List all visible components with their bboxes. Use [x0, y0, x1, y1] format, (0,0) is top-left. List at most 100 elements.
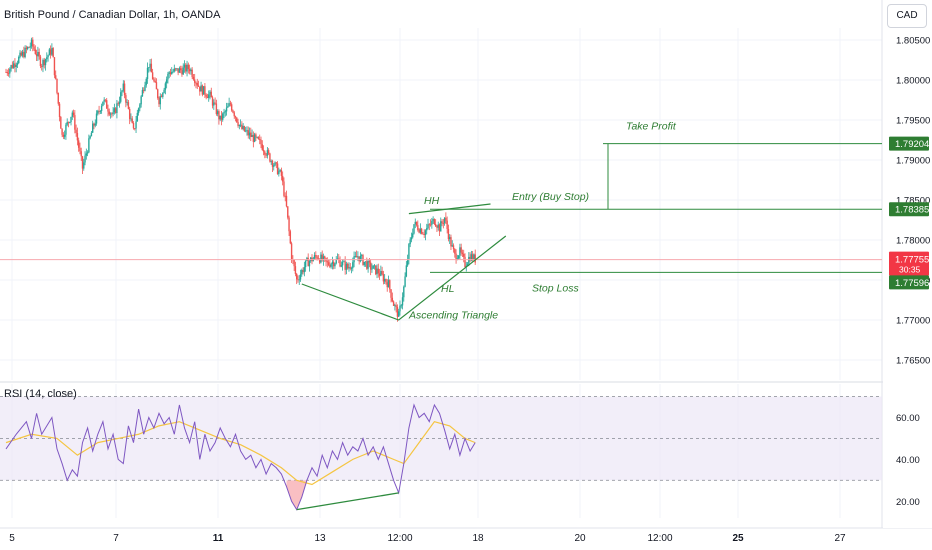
candle-body: [114, 108, 117, 113]
entry-price-tag: 1.78385: [895, 205, 929, 216]
candle-body: [187, 64, 190, 70]
candle-body: [429, 224, 432, 226]
candle-body: [471, 254, 474, 260]
time-tick-label: 12:00: [387, 533, 412, 544]
time-tick-label: 12:00: [647, 533, 672, 544]
candle-body: [378, 273, 381, 276]
candle-body: [213, 102, 215, 106]
time-tick-label: 5: [9, 533, 15, 544]
stop-loss-label: Stop Loss: [532, 282, 579, 294]
time-axis: 5 7 11 13 12:00 18 20 12:00 25 27: [9, 533, 846, 544]
candle-body: [25, 47, 28, 50]
candle-body: [186, 64, 188, 72]
candle-body: [380, 270, 382, 276]
candle-body: [113, 108, 116, 113]
price-tick-label: 1.77000: [896, 316, 930, 327]
candle-body: [313, 255, 316, 259]
candle-body: [285, 195, 288, 207]
candle-body: [223, 112, 225, 114]
candle-body: [449, 237, 451, 240]
candle-body: [366, 261, 368, 269]
price-axis: 1.80500 1.80000 1.79500 1.79000 1.78500 1.780…: [883, 0, 932, 528]
candle-body: [264, 151, 266, 155]
candle-body: [176, 68, 178, 70]
candle-body: [60, 116, 62, 129]
candle-body: [404, 276, 406, 287]
candle-body: [85, 153, 88, 156]
candle-body: [191, 69, 193, 77]
candle-body: [168, 72, 170, 74]
candle-body: [345, 263, 348, 270]
candle-body: [405, 265, 408, 277]
candle-body: [424, 230, 427, 236]
candle-body: [123, 83, 126, 96]
candle-body: [116, 103, 118, 113]
candle-body: [459, 247, 461, 256]
candle-body: [330, 263, 332, 267]
candle-body: [348, 267, 350, 269]
candle-body: [259, 139, 261, 140]
candle-body: [153, 79, 155, 81]
candle-body: [61, 128, 63, 135]
candle-body: [361, 255, 363, 256]
candle-body: [49, 49, 52, 55]
candle-body: [51, 48, 53, 55]
candle-body: [108, 111, 110, 115]
candle-body: [371, 268, 373, 270]
candle-body: [35, 54, 38, 57]
candle-body: [182, 67, 184, 75]
stop-loss-price-tag-bg: [889, 275, 929, 290]
candle-body: [188, 69, 191, 72]
candle-body: [334, 263, 336, 267]
candle-body: [409, 239, 411, 245]
candle-body: [335, 259, 337, 264]
candle-body: [243, 126, 246, 132]
candle-body: [399, 305, 401, 312]
candle-body: [171, 71, 173, 75]
candle-body: [18, 57, 20, 63]
candle-body: [355, 256, 358, 258]
candle-body: [354, 256, 357, 257]
candle-body: [412, 233, 414, 238]
candle-body: [452, 245, 455, 250]
candle-body: [163, 89, 165, 93]
candle-body: [95, 113, 98, 124]
candle-body: [255, 134, 257, 138]
candle-body: [86, 152, 89, 154]
currency-button[interactable]: CAD: [887, 4, 927, 28]
time-tick-label: 11: [213, 533, 224, 544]
candle-body: [438, 224, 441, 232]
candle-body: [307, 257, 309, 267]
price-tick-label: 1.76500: [896, 356, 930, 367]
candle-body: [373, 265, 376, 267]
candle-body: [107, 108, 109, 112]
candle-body: [169, 72, 172, 75]
candle-body: [53, 57, 56, 76]
candle-body: [190, 69, 192, 72]
candle-body: [9, 68, 11, 74]
candle-body: [398, 311, 400, 317]
candle-body: [461, 252, 464, 254]
candle-body: [150, 63, 153, 73]
time-tick-label: 18: [472, 533, 484, 544]
candle-body: [71, 112, 73, 117]
candle-body: [368, 261, 371, 263]
candle-body: [239, 124, 242, 126]
candle-body: [469, 256, 471, 261]
take-profit-price-tag: 1.79204: [895, 139, 929, 150]
candle-body: [185, 64, 187, 72]
candle-body: [336, 258, 339, 260]
candle-body: [181, 70, 183, 75]
candle-body: [250, 132, 252, 137]
candle-body: [143, 89, 145, 91]
trade-levels: [0, 143, 882, 273]
candle-body: [396, 307, 399, 317]
candle-body: [426, 228, 428, 231]
candle-body: [376, 268, 378, 275]
candle-body: [359, 255, 362, 262]
candle-body: [442, 222, 445, 224]
candle-body: [122, 83, 124, 91]
candle-body: [194, 79, 196, 83]
candle-body: [270, 160, 272, 162]
candle-body: [76, 133, 79, 141]
